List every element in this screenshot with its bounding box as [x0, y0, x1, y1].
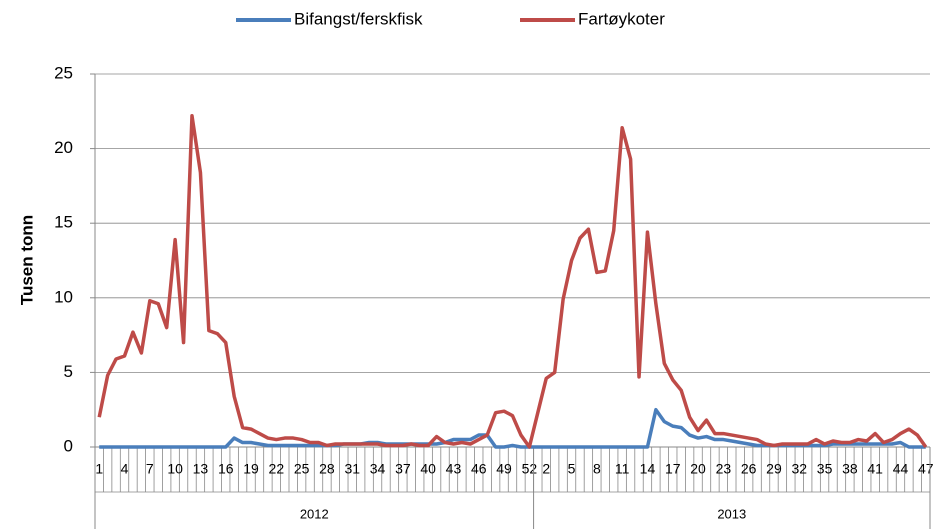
- y-tick-label: 5: [64, 362, 73, 381]
- x-tick-label: 2: [542, 461, 550, 477]
- x-tick-label: 28: [319, 461, 335, 477]
- x-tick-label: 14: [640, 461, 656, 477]
- x-tick-label: 26: [741, 461, 757, 477]
- y-tick-label: 15: [54, 213, 73, 232]
- x-tick-label: 22: [269, 461, 285, 477]
- x-tick-label: 47: [918, 461, 934, 477]
- legend-label: Bifangst/ferskfisk: [294, 9, 423, 28]
- x-tick-label: 32: [791, 461, 807, 477]
- x-tick-label: 11: [615, 461, 630, 477]
- legend-label: Fartøykoter: [578, 9, 665, 28]
- x-tick-label: 10: [167, 461, 183, 477]
- series-line: [97, 114, 928, 449]
- y-tick-label: 0: [64, 436, 73, 455]
- x-tick-label: 49: [496, 461, 512, 477]
- x-tick-label: 4: [121, 461, 129, 477]
- x-tick-label: 31: [344, 461, 360, 477]
- x-tick-label: 7: [146, 461, 154, 477]
- x-tick-label: 44: [893, 461, 909, 477]
- x-tick-label: 13: [193, 461, 209, 477]
- x-tick-label: 5: [568, 461, 576, 477]
- x-tick-label: 16: [218, 461, 234, 477]
- x-tick-label: 40: [420, 461, 436, 477]
- x-tick-label: 52: [522, 461, 538, 477]
- y-tick-label: 10: [54, 287, 73, 306]
- x-tick-label: 8: [593, 461, 601, 477]
- group-label: 2013: [717, 506, 746, 521]
- x-tick-label: 43: [446, 461, 462, 477]
- x-tick-label: 37: [395, 461, 411, 477]
- x-tick-label: 23: [716, 461, 732, 477]
- x-tick-label: 17: [665, 461, 681, 477]
- x-tick-label: 20: [690, 461, 706, 477]
- x-tick-label: 1: [95, 461, 103, 477]
- x-tick-label: 38: [842, 461, 858, 477]
- y-tick-label: 25: [54, 63, 73, 82]
- x-tick-label: 41: [867, 461, 883, 477]
- x-tick-label: 46: [471, 461, 487, 477]
- x-tick-label: 35: [817, 461, 833, 477]
- x-tick-label: 25: [294, 461, 310, 477]
- group-label: 2012: [300, 506, 329, 521]
- y-axis-title: Tusen tonn: [17, 215, 36, 305]
- x-tick-label: 34: [370, 461, 386, 477]
- x-tick-label: 29: [766, 461, 782, 477]
- y-tick-label: 20: [54, 138, 73, 157]
- x-tick-label: 19: [243, 461, 259, 477]
